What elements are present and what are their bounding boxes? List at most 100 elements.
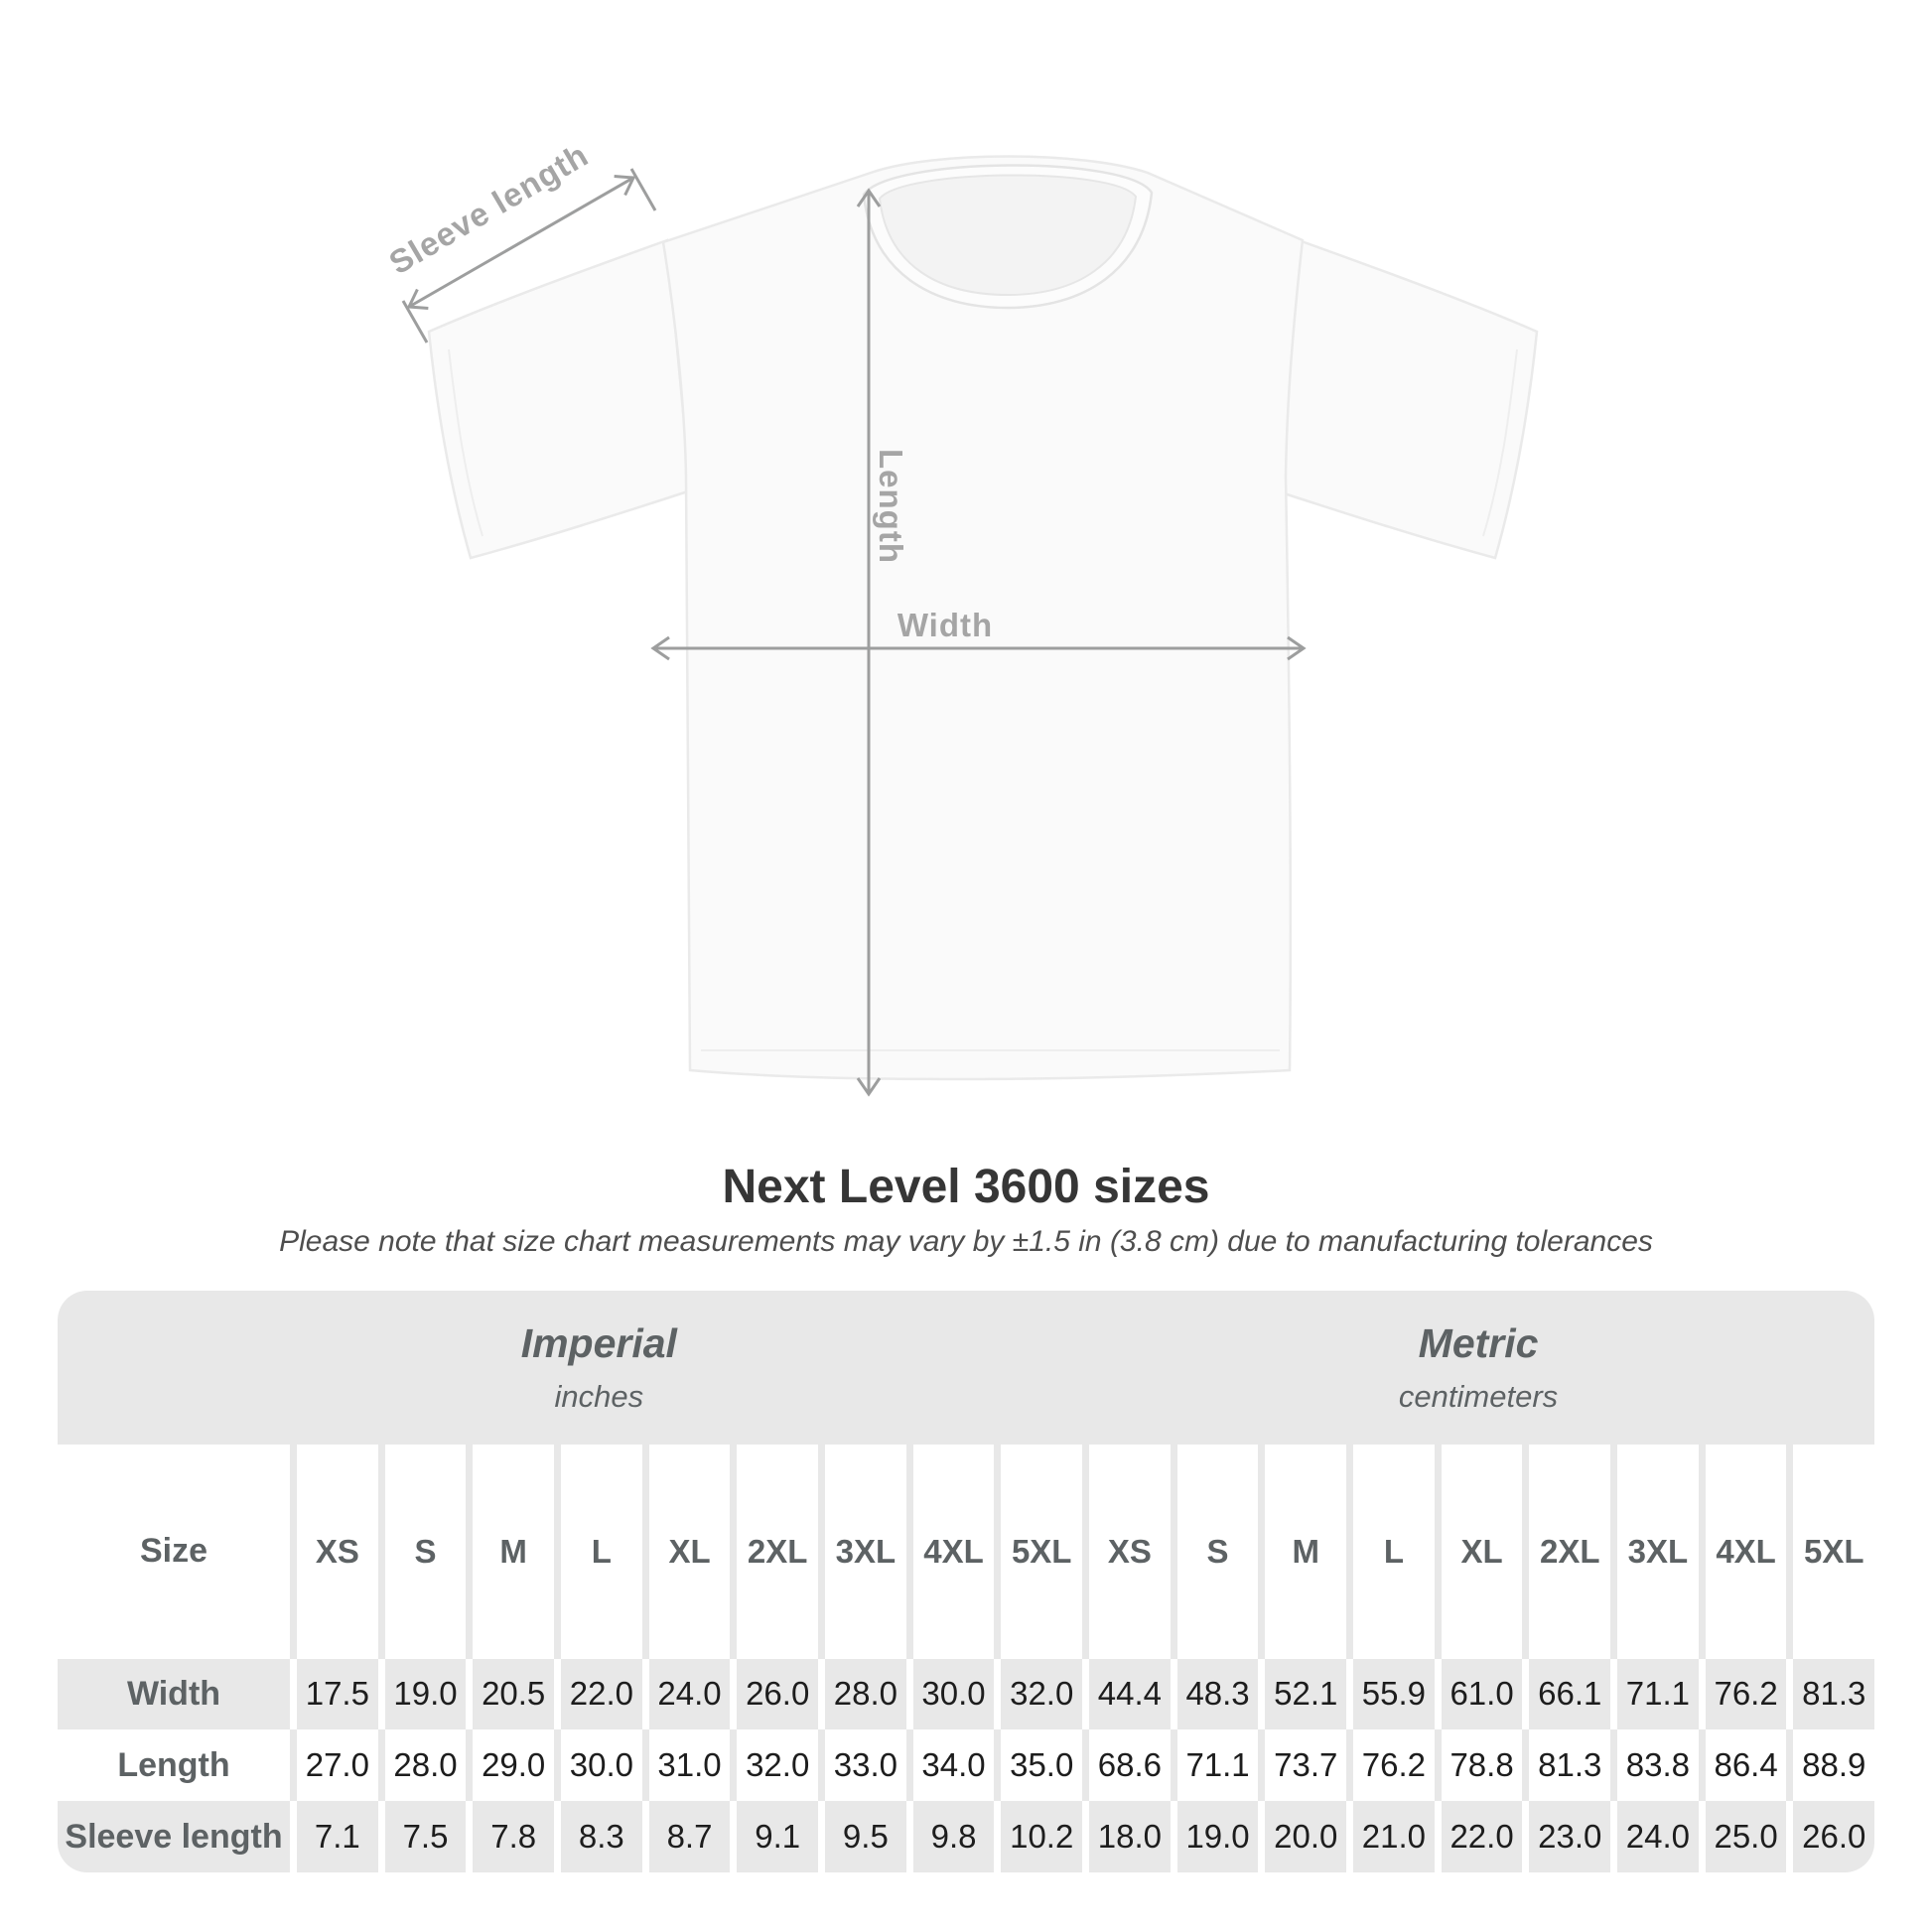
width-label: Width xyxy=(897,607,993,643)
value-cell: 21.0 xyxy=(1353,1801,1435,1872)
value-cell: 78.8 xyxy=(1441,1729,1523,1802)
size-col-header-metric-m: M xyxy=(1265,1445,1347,1659)
table-row-length: Length 27.0 28.0 29.0 30.0 31.0 32.0 33.0 34.0 35… xyxy=(58,1729,1874,1802)
value-cell: 32.0 xyxy=(1001,1658,1083,1730)
metric-unit-label: centimeters xyxy=(1398,1379,1559,1414)
value-cell: 52.1 xyxy=(1265,1658,1347,1730)
tshirt-measurement-diagram: Sleeve length Length Width xyxy=(383,136,1539,1097)
value-cell: 17.5 xyxy=(297,1658,378,1730)
size-col-header-metric-xl: XL xyxy=(1441,1445,1523,1659)
tshirt-left-sleeve xyxy=(427,238,693,560)
value-cell: 83.8 xyxy=(1617,1729,1699,1802)
size-col-header-metric-3xl: 3XL xyxy=(1617,1445,1699,1659)
value-cell: 25.0 xyxy=(1705,1801,1787,1872)
value-cell: 31.0 xyxy=(648,1729,731,1802)
collar-opening xyxy=(878,174,1138,297)
sleeve-length-arrow xyxy=(406,174,636,311)
value-cell: 71.1 xyxy=(1176,1729,1259,1802)
value-cell: 8.3 xyxy=(561,1801,642,1872)
value-cell: 9.8 xyxy=(912,1801,995,1872)
size-col-header-imperial-5xl: 5XL xyxy=(1001,1445,1083,1659)
value-cell: 7.1 xyxy=(297,1801,378,1872)
value-cell: 24.0 xyxy=(1617,1801,1699,1872)
value-cell: 48.3 xyxy=(1176,1658,1259,1730)
value-cell: 10.2 xyxy=(1001,1801,1083,1872)
imperial-header-group: Imperial inches xyxy=(521,1320,677,1415)
page-title: Next Level 3600 sizes xyxy=(722,1161,1210,1213)
value-cell: 86.4 xyxy=(1705,1729,1787,1802)
size-col-header-imperial-xs: XS xyxy=(297,1445,378,1659)
value-cell: 76.2 xyxy=(1705,1658,1787,1730)
value-cell: 35.0 xyxy=(1001,1729,1083,1802)
value-cell: 71.1 xyxy=(1617,1658,1699,1730)
size-col-header-metric-xs: XS xyxy=(1089,1445,1171,1659)
value-cell: 24.0 xyxy=(648,1658,731,1730)
tolerance-note: Please note that size chart measurements… xyxy=(279,1225,1653,1258)
value-cell: 66.1 xyxy=(1529,1658,1611,1730)
value-cell: 22.0 xyxy=(561,1658,642,1730)
value-cell: 81.3 xyxy=(1793,1658,1874,1730)
value-cell: 19.0 xyxy=(384,1658,467,1730)
size-col-header-metric-s: S xyxy=(1176,1445,1259,1659)
size-col-header-metric-2xl: 2XL xyxy=(1529,1445,1611,1659)
value-cell: 34.0 xyxy=(912,1729,995,1802)
size-col-header-metric-5xl: 5XL xyxy=(1793,1445,1874,1659)
value-cell: 9.5 xyxy=(825,1801,906,1872)
size-col-header-imperial-2xl: 2XL xyxy=(737,1445,819,1659)
value-cell: 26.0 xyxy=(1793,1801,1874,1872)
value-cell: 88.9 xyxy=(1793,1729,1874,1802)
sleeve-arrow-end-ticks xyxy=(401,168,657,344)
value-cell: 44.4 xyxy=(1089,1658,1171,1730)
value-cell: 8.7 xyxy=(648,1801,731,1872)
value-cell: 68.6 xyxy=(1089,1729,1171,1802)
right-cuff-seam xyxy=(1482,348,1518,537)
size-col-header-imperial-l: L xyxy=(561,1445,642,1659)
value-cell: 20.5 xyxy=(473,1658,555,1730)
tshirt-right-sleeve xyxy=(1273,238,1539,560)
value-cell: 32.0 xyxy=(737,1729,819,1802)
metric-header-group: Metric centimeters xyxy=(1399,1320,1558,1415)
value-cell: 26.0 xyxy=(737,1658,819,1730)
value-cell: 20.0 xyxy=(1265,1801,1347,1872)
size-col-header-imperial-s: S xyxy=(384,1445,467,1659)
value-cell: 28.0 xyxy=(384,1729,467,1802)
size-header-row: Size XS S M L XL 2XL 3XL 4XL 5XL XS S M L XL 2XL 3XL 4XL… xyxy=(58,1445,1874,1659)
value-cell: 61.0 xyxy=(1441,1658,1523,1730)
value-cell: 73.7 xyxy=(1265,1729,1347,1802)
value-cell: 18.0 xyxy=(1089,1801,1171,1872)
value-cell: 28.0 xyxy=(825,1658,906,1730)
size-corner-header: Size xyxy=(58,1445,290,1659)
value-cell: 19.0 xyxy=(1176,1801,1259,1872)
tshirt-body xyxy=(661,155,1305,1081)
row-label: Length xyxy=(58,1729,290,1802)
metric-label: Metric xyxy=(1418,1320,1539,1366)
value-cell: 30.0 xyxy=(912,1658,995,1730)
size-col-header-metric-l: L xyxy=(1353,1445,1435,1659)
size-col-header-imperial-m: M xyxy=(473,1445,555,1659)
table-row-width: Width 17.5 19.0 20.5 22.0 24.0 26.0 28.0 30.0 32.… xyxy=(58,1658,1874,1730)
value-cell: 22.0 xyxy=(1441,1801,1523,1872)
value-cell: 55.9 xyxy=(1353,1658,1435,1730)
value-cell: 27.0 xyxy=(297,1729,378,1802)
row-label: Sleeve length xyxy=(58,1801,290,1872)
value-cell: 9.1 xyxy=(737,1801,819,1872)
imperial-label: Imperial xyxy=(520,1320,677,1366)
value-cell: 33.0 xyxy=(825,1729,906,1802)
imperial-unit-label: inches xyxy=(554,1379,644,1414)
size-col-header-imperial-4xl: 4XL xyxy=(912,1445,995,1659)
value-cell: 30.0 xyxy=(561,1729,642,1802)
units-header-band: Imperial inches Metric centimeters xyxy=(58,1291,1874,1445)
table-body: Width 17.5 19.0 20.5 22.0 24.0 26.0 28.0 30.0 32.… xyxy=(58,1658,1874,1873)
value-cell: 76.2 xyxy=(1353,1729,1435,1802)
size-col-header-imperial-xl: XL xyxy=(648,1445,731,1659)
left-cuff-seam xyxy=(448,348,483,537)
length-label: Length xyxy=(873,449,909,564)
size-col-header-metric-4xl: 4XL xyxy=(1705,1445,1787,1659)
value-cell: 23.0 xyxy=(1529,1801,1611,1872)
table-row-sleeve-length: Sleeve length 7.1 7.5 7.8 8.3 8.7 9.1 9.5 9.8 10.… xyxy=(58,1801,1874,1872)
value-cell: 29.0 xyxy=(473,1729,555,1802)
value-cell: 81.3 xyxy=(1529,1729,1611,1802)
value-cell: 7.8 xyxy=(473,1801,555,1872)
row-label: Width xyxy=(58,1658,290,1730)
